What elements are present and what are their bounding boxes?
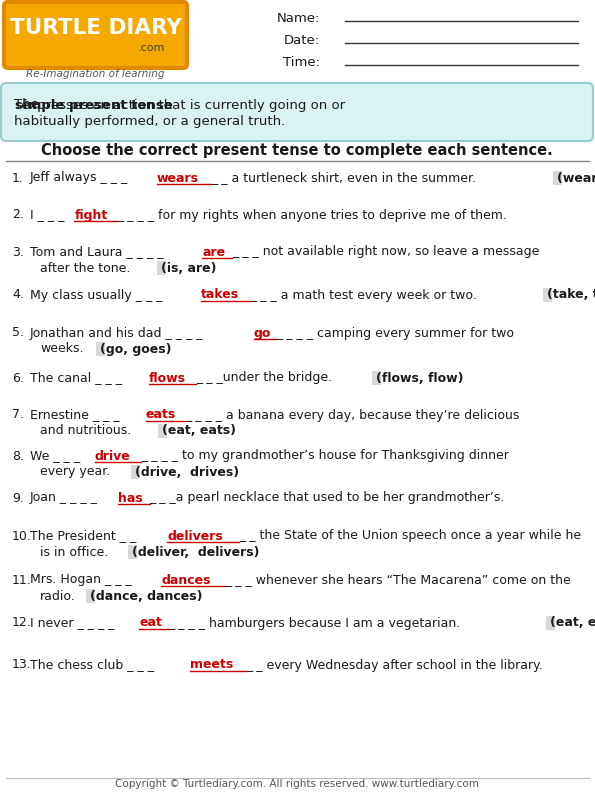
Text: _ _ _ _ camping every summer for two: _ _ _ _ camping every summer for two [276, 326, 514, 339]
Text: .com: .com [138, 42, 165, 53]
Text: 6.: 6. [12, 371, 24, 385]
Text: delivers: delivers [167, 530, 223, 542]
Text: simple present tense: simple present tense [15, 98, 173, 111]
Text: _ _ _ a math test every week or two.: _ _ _ a math test every week or two. [250, 289, 477, 302]
Text: habitually performed, or a general truth.: habitually performed, or a general truth… [14, 114, 285, 127]
Text: fight: fight [74, 209, 108, 222]
Text: _ _ every Wednesday after school in the library.: _ _ every Wednesday after school in the … [246, 658, 543, 671]
FancyBboxPatch shape [86, 589, 95, 603]
Text: _ _ _a pearl necklace that used to be her grandmother’s.: _ _ _a pearl necklace that used to be he… [149, 491, 505, 505]
FancyBboxPatch shape [4, 2, 187, 68]
Text: 7.: 7. [12, 409, 24, 422]
FancyBboxPatch shape [96, 342, 105, 356]
Text: weeks.: weeks. [40, 342, 83, 355]
Text: _ _ _ not available right now, so leave a message: _ _ _ not available right now, so leave … [232, 246, 540, 258]
Text: (take, takes): (take, takes) [547, 289, 595, 302]
Text: _ _ a turtleneck shirt, even in the summer.: _ _ a turtleneck shirt, even in the summ… [211, 171, 476, 185]
Text: takes: takes [201, 289, 239, 302]
Text: flows: flows [149, 371, 186, 385]
Text: _ _ _ whenever she hears “The Macarena” come on the: _ _ _ whenever she hears “The Macarena” … [225, 574, 571, 586]
Text: _ _ _ _ to my grandmother’s house for Thanksgiving dinner: _ _ _ _ to my grandmother’s house for Th… [141, 450, 509, 462]
Text: 12.: 12. [12, 617, 32, 630]
Text: eats: eats [146, 409, 176, 422]
FancyBboxPatch shape [543, 288, 552, 302]
Text: Time:: Time: [283, 55, 320, 69]
Text: are: are [202, 246, 226, 258]
Text: (eat, eats): (eat, eats) [550, 617, 595, 630]
Text: _ _ _ _ for my rights when anyone tries to deprive me of them.: _ _ _ _ for my rights when anyone tries … [117, 209, 507, 222]
Text: Joan _ _ _ _: Joan _ _ _ _ [30, 491, 98, 505]
Text: 9.: 9. [12, 491, 24, 505]
Text: We _ _ _: We _ _ _ [30, 450, 80, 462]
Text: wears: wears [156, 171, 199, 185]
Text: 13.: 13. [12, 658, 32, 671]
Text: _ _ the State of the Union speech once a year while he: _ _ the State of the Union speech once a… [239, 530, 581, 542]
Text: 10.: 10. [12, 530, 32, 542]
Text: 4.: 4. [12, 289, 24, 302]
Text: Tom and Laura _ _ _ _: Tom and Laura _ _ _ _ [30, 246, 164, 258]
Text: drive: drive [95, 450, 130, 462]
Text: Copyright © Turtlediary.com. All rights reserved. www.turtlediary.com: Copyright © Turtlediary.com. All rights … [115, 779, 479, 789]
Text: Name:: Name: [277, 11, 320, 25]
Text: _ _ _ _ a banana every day, because they’re delicious: _ _ _ _ a banana every day, because they… [184, 409, 519, 422]
Text: 11.: 11. [12, 574, 32, 586]
Text: after the tone.: after the tone. [40, 262, 130, 274]
FancyBboxPatch shape [1, 83, 593, 141]
Text: 3.: 3. [12, 246, 24, 258]
Text: has: has [118, 491, 142, 505]
Text: 5.: 5. [12, 326, 24, 339]
Text: Mrs. Hogan _ _ _: Mrs. Hogan _ _ _ [30, 574, 131, 586]
FancyBboxPatch shape [128, 545, 137, 559]
Text: (flows, flow): (flows, flow) [376, 371, 464, 385]
Text: dances: dances [161, 574, 211, 586]
Text: The: The [14, 98, 43, 111]
Text: _ _ _under the bridge.: _ _ _under the bridge. [196, 371, 333, 385]
Text: I _ _ _: I _ _ _ [30, 209, 64, 222]
Text: Ernestine _ _ _: Ernestine _ _ _ [30, 409, 120, 422]
Text: is in office.: is in office. [40, 546, 108, 558]
FancyBboxPatch shape [546, 616, 555, 630]
Text: eat: eat [139, 617, 162, 630]
Text: _ _ _ _ hamburgers because I am a vegetarian.: _ _ _ _ hamburgers because I am a vegeta… [168, 617, 461, 630]
FancyBboxPatch shape [158, 424, 167, 438]
Text: (eat, eats): (eat, eats) [162, 425, 236, 438]
Text: Jeff always _ _ _: Jeff always _ _ _ [30, 171, 129, 185]
Text: 1.: 1. [12, 171, 24, 185]
Text: I never _ _ _ _: I never _ _ _ _ [30, 617, 114, 630]
FancyBboxPatch shape [131, 465, 140, 479]
Text: TURTLE DIARY: TURTLE DIARY [10, 18, 181, 38]
Text: Date:: Date: [284, 34, 320, 46]
FancyBboxPatch shape [553, 171, 562, 185]
Text: radio.: radio. [40, 590, 76, 602]
Text: (go, goes): (go, goes) [100, 342, 171, 355]
Text: (deliver,  delivers): (deliver, delivers) [132, 546, 259, 558]
FancyBboxPatch shape [156, 261, 166, 275]
Text: 8.: 8. [12, 450, 24, 462]
Text: go: go [254, 326, 271, 339]
Text: The chess club _ _ _: The chess club _ _ _ [30, 658, 154, 671]
Text: Jonathan and his dad _ _ _ _: Jonathan and his dad _ _ _ _ [30, 326, 203, 339]
Text: every year.: every year. [40, 466, 110, 478]
Text: Choose the correct present tense to complete each sentence.: Choose the correct present tense to comp… [41, 142, 553, 158]
Text: The President _ _: The President _ _ [30, 530, 136, 542]
Text: and nutritious.: and nutritious. [40, 425, 131, 438]
Text: My class usually _ _ _: My class usually _ _ _ [30, 289, 162, 302]
Text: 2.: 2. [12, 209, 24, 222]
Text: (is, are): (is, are) [161, 262, 216, 274]
Text: (dance, dances): (dance, dances) [90, 590, 203, 602]
Text: expresses an action that is currently going on or: expresses an action that is currently go… [17, 98, 345, 111]
FancyBboxPatch shape [372, 371, 381, 385]
Text: (wear, wears): (wear, wears) [557, 171, 595, 185]
Text: meets: meets [190, 658, 233, 671]
Text: Re-Imagination of learning: Re-Imagination of learning [26, 69, 165, 79]
Text: The canal _ _ _: The canal _ _ _ [30, 371, 122, 385]
Text: (drive,  drives): (drive, drives) [134, 466, 239, 478]
